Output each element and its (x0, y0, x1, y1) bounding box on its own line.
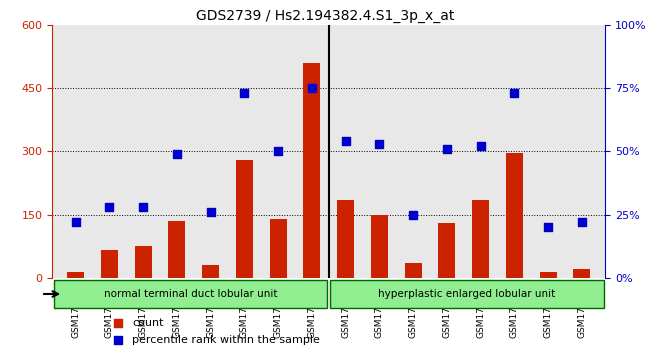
Point (475, 143, 486, 149)
Point (70, 219, 81, 225)
Bar (472, 200, 489, 278)
Point (104, 204, 115, 210)
Bar (574, 269, 590, 278)
Text: normal terminal duct lobular unit: normal terminal duct lobular unit (104, 289, 277, 299)
Bar (202, 265, 219, 278)
Bar (303, 63, 320, 278)
Bar (169, 221, 186, 278)
Point (239, 90, 249, 96)
Point (273, 149, 283, 154)
Bar (101, 251, 118, 278)
Bar (438, 223, 455, 278)
Bar (270, 219, 286, 278)
FancyBboxPatch shape (54, 280, 327, 308)
FancyBboxPatch shape (331, 280, 603, 308)
Point (340, 138, 351, 144)
Bar (371, 215, 388, 278)
Text: count: count (132, 318, 164, 328)
Text: percentile rank within the sample: percentile rank within the sample (132, 335, 320, 344)
Bar (540, 272, 557, 278)
Point (577, 219, 587, 225)
Point (206, 209, 216, 215)
Point (374, 141, 385, 147)
Point (138, 204, 148, 210)
Bar (135, 246, 152, 278)
Bar (67, 272, 84, 278)
Bar (506, 153, 523, 278)
Text: GDS2739 / Hs2.194382.4.S1_3p_x_at: GDS2739 / Hs2.194382.4.S1_3p_x_at (197, 9, 454, 23)
Bar (405, 263, 422, 278)
Point (441, 146, 452, 152)
Point (543, 224, 553, 230)
Text: hyperplastic enlarged lobular unit: hyperplastic enlarged lobular unit (378, 289, 556, 299)
Point (172, 151, 182, 157)
Bar (337, 200, 354, 278)
Point (307, 85, 317, 91)
Point (509, 90, 519, 96)
Bar (236, 160, 253, 278)
Point (408, 212, 419, 217)
